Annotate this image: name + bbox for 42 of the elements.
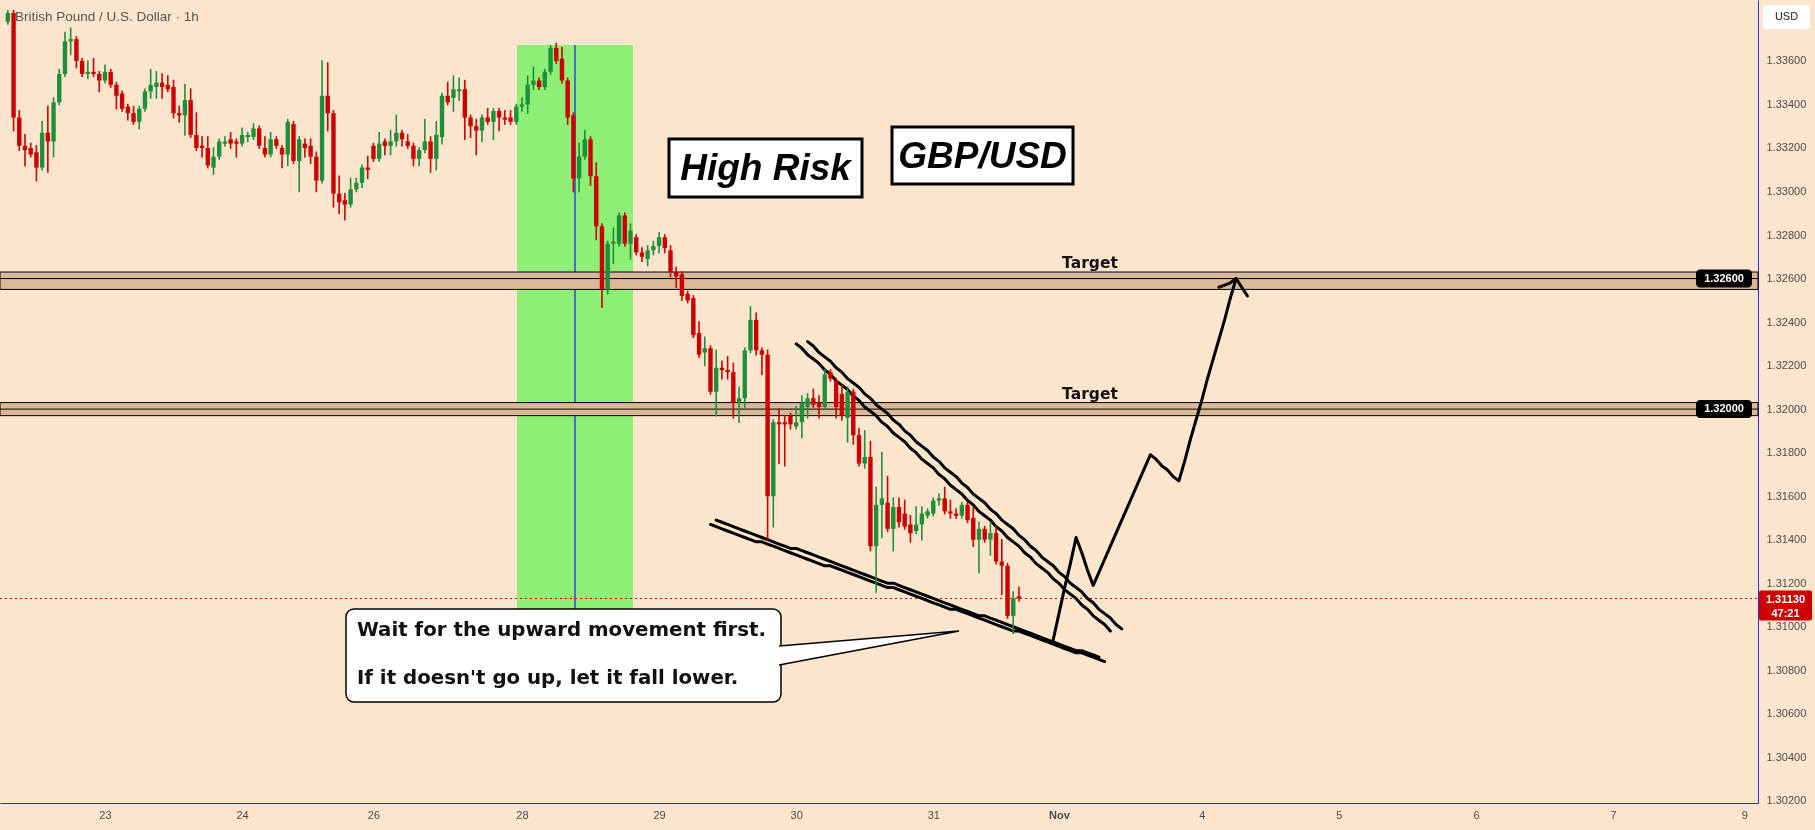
ref-line-label: 1.31130 47:21 — [1765, 593, 1806, 619]
annotation: GBP/USD — [898, 134, 1067, 176]
y-tick-label: 1.32200 — [1766, 359, 1807, 372]
x-tick-label: 28 — [516, 808, 529, 821]
y-tick-label: 1.31400 — [1766, 533, 1807, 546]
x-tick-label: 29 — [653, 808, 666, 821]
x-tick-label: 6 — [1473, 808, 1480, 821]
y-tick-label: 1.30600 — [1766, 707, 1807, 720]
y-tick-label: 1.32600 — [1766, 272, 1807, 285]
x-tick-label: 31 — [927, 808, 940, 821]
x-tick-label: 4 — [1199, 808, 1206, 821]
y-axis-title: USD — [1774, 10, 1799, 22]
y-tick-label: 1.31000 — [1766, 620, 1807, 633]
y-tick-label: 1.32000 — [1766, 402, 1807, 415]
y-tick-label: 1.33000 — [1766, 185, 1807, 197]
x-tick-label: 24 — [236, 808, 249, 821]
y-tick-label: 1.31800 — [1766, 446, 1807, 459]
y-tick-label: 1.31600 — [1766, 489, 1807, 502]
x-tick-label: 30 — [790, 808, 803, 821]
text: British Pound / U.S. Dollar · 1h — [15, 9, 199, 24]
y-tick-label: 1.31200 — [1766, 576, 1807, 589]
y-tick-label: 1.33600 — [1766, 54, 1807, 67]
y-tick-label: 1.33200 — [1766, 141, 1807, 154]
y-tick-label: 1.30400 — [1766, 750, 1807, 763]
y-tick-label: 1.30800 — [1766, 663, 1807, 676]
x-tick-label: 7 — [1610, 808, 1617, 821]
y-tick-label: 1.32400 — [1766, 315, 1807, 328]
ref-line-label: 1.32000 — [1704, 402, 1744, 415]
x-tick-label: Nov — [1049, 808, 1071, 821]
y-tick-label: 1.30200 — [1766, 794, 1807, 807]
y-tick-label: 1.32800 — [1766, 228, 1807, 241]
x-tick-label: 26 — [367, 808, 381, 821]
y-tick-label: 1.33400 — [1766, 97, 1807, 110]
ref-line-label: 1.32600 — [1704, 271, 1744, 284]
x-tick-label: 9 — [1741, 808, 1748, 821]
band-label: Target — [1062, 384, 1119, 403]
annotation: High Risk — [680, 147, 854, 188]
band-label: Target — [1062, 254, 1119, 273]
x-tick-label: 23 — [99, 808, 112, 821]
annotation: Wait for the upward movement first. — [357, 618, 767, 641]
x-tick-label: 5 — [1336, 808, 1343, 821]
annotation: If it doesn't go up, let it fall lower. — [357, 666, 739, 689]
